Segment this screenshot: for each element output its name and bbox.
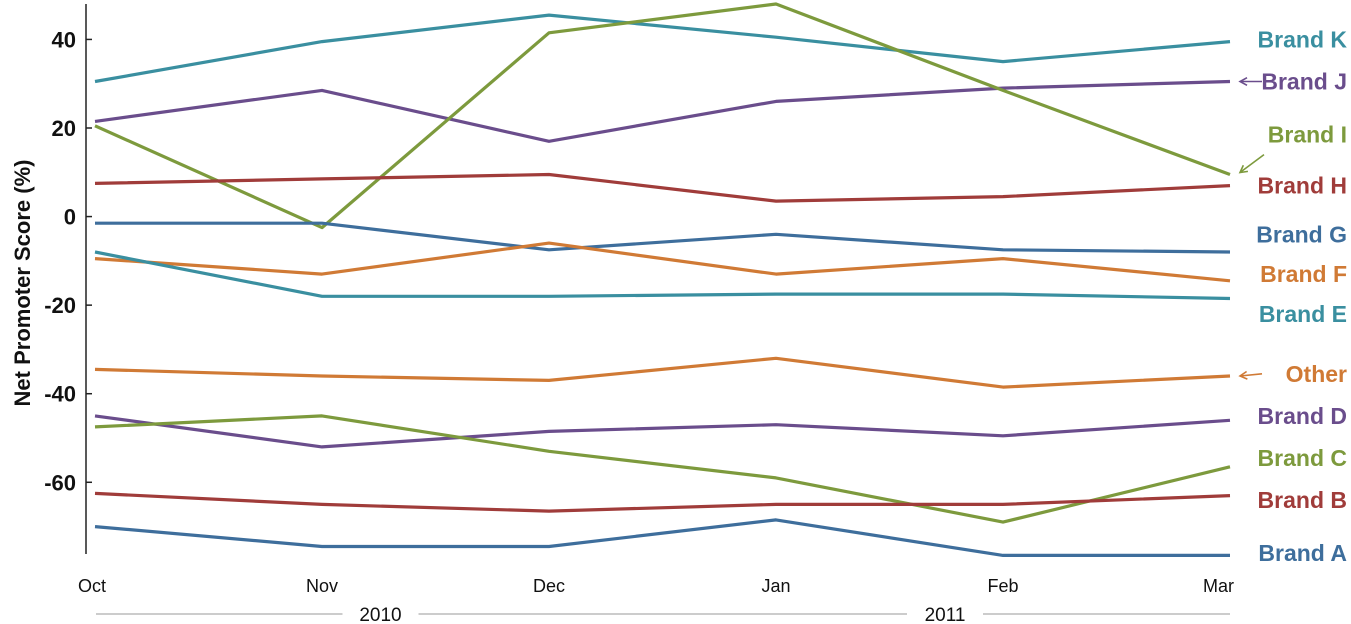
series-label-brand-b: Brand B xyxy=(1258,487,1347,513)
year-label-2010: 2010 xyxy=(359,605,401,624)
y-tick-label: 40 xyxy=(52,27,76,52)
leader-arrowhead-brand-i xyxy=(1238,164,1249,174)
x-axis-year-groups: 2010 2011 xyxy=(96,605,1230,624)
leader-arrowhead-other xyxy=(1238,370,1248,380)
leader-arrow-brand-i xyxy=(1239,154,1265,174)
y-tick-label: -60 xyxy=(44,470,76,495)
x-axis-ticks: Oct Nov Dec Jan Feb Mar xyxy=(78,576,1234,596)
y-tick-label: 0 xyxy=(64,205,76,230)
x-tick-label-dec: Dec xyxy=(533,576,565,596)
series-label-brand-a: Brand A xyxy=(1258,540,1347,566)
x-tick-label-mar: Mar xyxy=(1203,576,1234,596)
y-axis-title: Net Promoter Score (%) xyxy=(10,160,35,407)
series-line-brand-k xyxy=(94,13,1231,84)
series-label-brand-c: Brand C xyxy=(1258,445,1347,471)
series-line-brand-c xyxy=(94,414,1231,524)
series-label-brand-i: Brand I xyxy=(1268,122,1347,148)
y-axis-ticks: 40 20 0 -20 -40 -60 xyxy=(44,27,92,495)
series-line-brand-j xyxy=(94,79,1231,143)
series-label-brand-g: Brand G xyxy=(1256,221,1347,247)
series-line-other xyxy=(94,356,1231,389)
series-line-brand-a xyxy=(94,518,1230,558)
series-label-brand-e: Brand E xyxy=(1259,301,1347,327)
y-tick-label: 20 xyxy=(52,116,76,141)
series-line-brand-h xyxy=(94,172,1231,203)
series-label-brand-j: Brand J xyxy=(1261,69,1347,95)
series-label-brand-k: Brand K xyxy=(1258,26,1348,52)
label-leader-arrows xyxy=(1238,76,1265,380)
series-label-brand-f: Brand F xyxy=(1260,261,1347,287)
y-tick-label: -40 xyxy=(44,382,76,407)
y-tick-label: -20 xyxy=(44,293,76,318)
leader-arrow-other xyxy=(1239,372,1263,377)
series-label-brand-d: Brand D xyxy=(1258,403,1347,429)
x-tick-label-feb: Feb xyxy=(987,576,1018,596)
series-labels: Brand K Brand J Brand I Brand H Brand G Brand… xyxy=(1238,26,1348,566)
x-tick-label-oct: Oct xyxy=(78,576,106,596)
series-line-brand-d xyxy=(94,414,1231,449)
series-line-brand-e xyxy=(94,250,1231,301)
series-label-other: Other xyxy=(1286,361,1347,387)
series-lines xyxy=(94,2,1231,558)
series-label-brand-h: Brand H xyxy=(1258,173,1347,199)
series-line-brand-i xyxy=(94,2,1231,230)
series-line-brand-g xyxy=(95,221,1231,254)
leader-arrowhead-brand-j xyxy=(1238,76,1248,87)
series-line-brand-f xyxy=(94,241,1231,283)
x-tick-label-jan: Jan xyxy=(761,576,790,596)
x-tick-label-nov: Nov xyxy=(306,576,338,596)
series-line-brand-b xyxy=(94,491,1231,513)
year-label-2011: 2011 xyxy=(925,605,966,624)
